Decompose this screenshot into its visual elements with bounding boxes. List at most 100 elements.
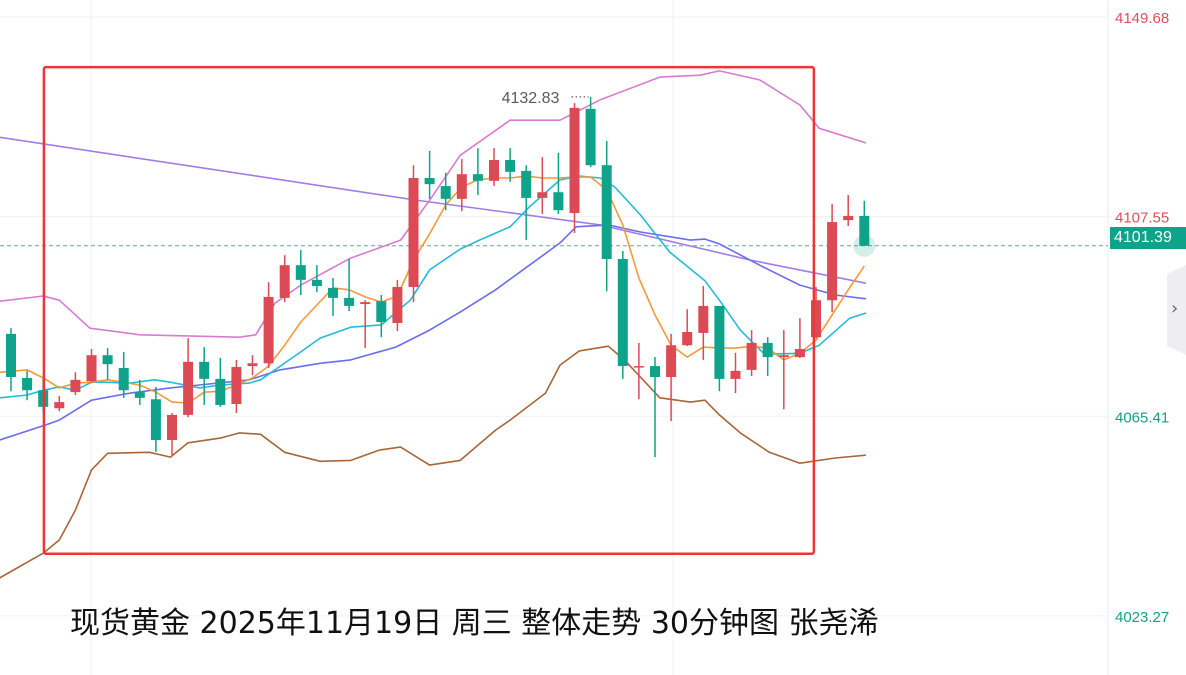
candle [328,277,338,316]
candle [827,204,838,313]
candle [489,148,499,187]
candle-body [827,222,838,301]
candle [617,250,628,379]
candle [730,352,741,394]
line-boll_upper [0,70,867,339]
candle [778,330,789,410]
candle [746,330,757,377]
candle-body [762,342,773,358]
candle [6,328,16,392]
candle [843,195,854,226]
candle [714,305,725,392]
candle-body [279,265,290,298]
candle-body [601,165,612,260]
candle-body [150,399,161,441]
candle-body [183,361,194,415]
line-ma_long [0,136,867,284]
candle-body [811,300,821,338]
candle-body [617,259,628,367]
candle-body [22,377,33,391]
candle-body [730,370,741,379]
candle-body [311,279,322,287]
line-ma10 [0,175,867,399]
candle-body [167,414,177,441]
candle [569,103,580,233]
candle-body [569,107,580,214]
candle [102,348,113,380]
candle-body [440,186,451,199]
chevron-right-icon: › [1171,298,1179,319]
candle [134,379,145,405]
candle-body [247,363,258,367]
y-tick-label: 4023.27 [1115,609,1169,626]
candle-body [6,333,16,377]
candle-body [489,159,499,181]
candle-body [714,305,725,379]
candle-body [102,355,113,365]
candle [22,370,33,401]
y-tick-label: 4107.55 [1115,210,1169,227]
candle [456,159,467,212]
candle [585,96,596,168]
candle-body [553,192,564,211]
candle [698,286,709,360]
candle-body [794,349,805,358]
highlight-box [42,65,816,555]
candle-body [263,296,274,364]
candle [199,347,210,405]
candle [263,282,274,368]
candle [762,337,773,377]
candle [360,300,371,349]
candle [215,358,226,407]
candle-body [843,215,854,221]
candle [70,372,81,395]
candle-body [231,367,242,404]
candle-body [86,355,97,382]
candle [521,165,532,241]
candle [440,172,451,211]
y-tick-label: 4149.68 [1115,10,1169,27]
candle [231,359,242,413]
candle [666,333,677,422]
candle [167,412,177,456]
candle-body [633,366,644,368]
candle [118,351,129,398]
candle [505,148,516,182]
high-price-annotation: 4132.83 [502,90,560,107]
candle-body [666,345,677,377]
candle [650,357,660,458]
candle [247,355,258,376]
line-ma5 [0,175,865,404]
candle [344,259,355,312]
candle-body [392,286,403,323]
candle [392,279,403,332]
candle-body [778,355,789,358]
line-ma20 [0,224,866,441]
candle [537,157,548,215]
candle [408,165,419,303]
candle-body [376,301,387,323]
y-tick-label: 4065.41 [1115,409,1169,426]
chart-caption: 现货黄金 2025年11月19日 周三 整体走势 30分钟图 张尧浠 [70,606,879,641]
candle [376,295,387,338]
line-boll_lower [0,345,866,579]
candle-body [328,287,338,298]
last-price-tag: 4101.39 [1110,227,1186,249]
candle [311,265,322,293]
candle [811,286,821,339]
candle [279,255,290,303]
candle-body [118,367,129,391]
candle [682,309,693,347]
candle [794,318,805,359]
candle [553,152,564,215]
candle-body [472,174,483,181]
candle [150,386,161,452]
candle-body [505,159,516,172]
expand-panel-button[interactable]: › [1167,265,1186,355]
candle-body [424,178,435,185]
candle-body [456,174,467,199]
candle-body [295,265,306,280]
candle-body [215,378,226,405]
candle-body [54,402,65,409]
